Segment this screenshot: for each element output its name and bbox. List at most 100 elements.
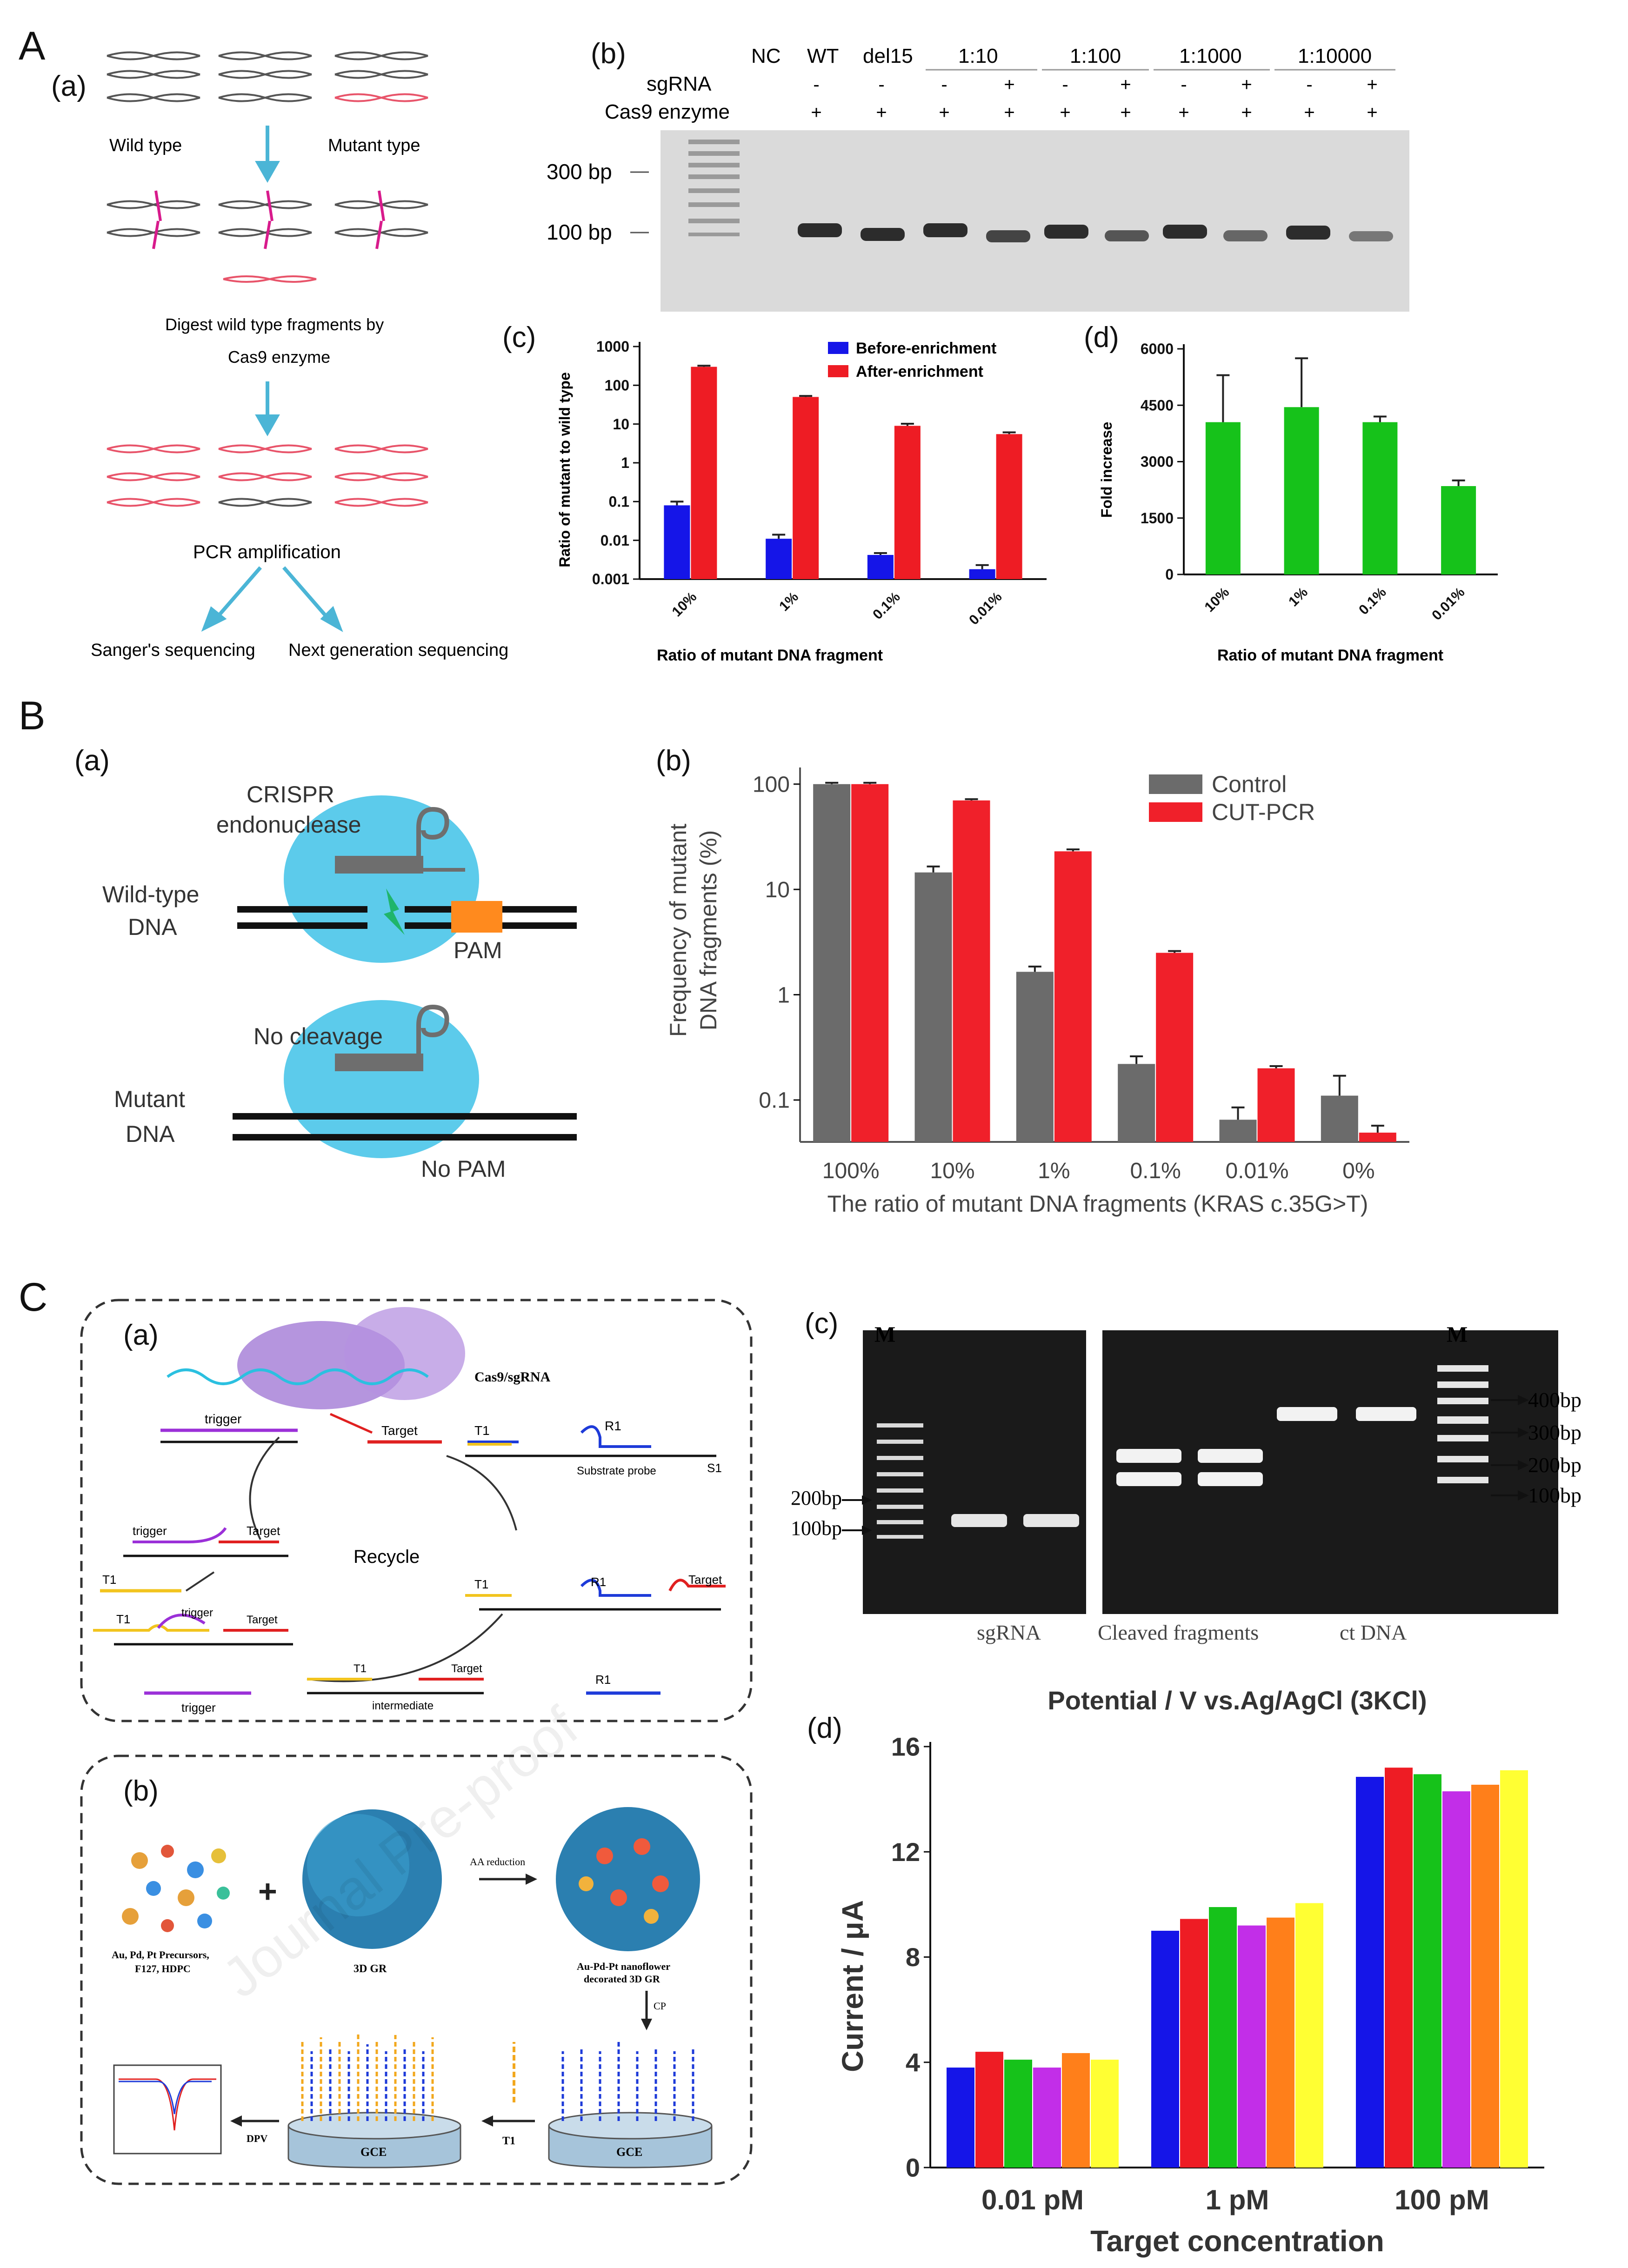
cas9-sign: +	[1120, 102, 1131, 123]
target-label: Target	[381, 1423, 418, 1438]
bar	[1284, 407, 1319, 574]
nanoflower-dots	[579, 1838, 669, 1924]
bar	[1500, 1770, 1528, 2168]
crispr-label-line1: CRISPR	[247, 781, 334, 807]
s1-label: S1	[707, 1461, 722, 1475]
bar	[1118, 1064, 1155, 1142]
gel-A-b: NC WT del15 1:10 1:100 1:1000 1:10000 sg…	[547, 45, 1409, 312]
left-ladder-bands	[877, 1423, 923, 1539]
cleaved-band-2a	[1198, 1449, 1263, 1463]
r1-label-right: R1	[591, 1575, 606, 1589]
bar	[1414, 1774, 1441, 2168]
target-label-intermediate: Target	[451, 1662, 482, 1675]
right-100bp-label: 100bp	[1528, 1483, 1581, 1507]
amplified-mutant-strands	[107, 444, 428, 507]
sgRNA-band-2	[1023, 1514, 1079, 1527]
dpv-mini-plot	[113, 2064, 222, 2155]
bar	[1321, 1095, 1358, 1142]
recycle-scheme: Cas9/sgRNA trigger Target T1 R1 Substrat…	[80, 1299, 753, 1722]
ctdna-band-1	[1277, 1407, 1337, 1421]
y-tick-label: 0.1	[759, 1088, 790, 1113]
trigger-top: trigger	[160, 1412, 298, 1443]
mutant-dna-strand	[334, 93, 428, 102]
left-marker-arrows	[842, 1495, 872, 1535]
sgRNA-complex-bottom	[335, 1004, 449, 1071]
cas9-sign: +	[876, 102, 887, 123]
ctdna-band-2	[1356, 1407, 1416, 1421]
y-tick-label: 10	[765, 878, 790, 902]
cleaved-band-1a	[1116, 1449, 1181, 1463]
x-tick-label: 1 pM	[1206, 2184, 1269, 2215]
cleaved-lane-label: Cleaved fragments	[1098, 1621, 1259, 1644]
bar	[766, 539, 792, 579]
sgRNA-row-label: sgRNA	[647, 73, 712, 95]
chart-B-b: Frequency of mutant DNA fragments (%) Th…	[665, 767, 1409, 1217]
y-tick-label: 6000	[1141, 340, 1174, 357]
aa-reduction-label: AA reduction	[470, 1856, 525, 1868]
A-c-legend: Before-enrichment After-enrichment	[828, 340, 996, 380]
B-b-y-axis-label-line1: Frequency of mutant	[665, 824, 691, 1037]
bar	[1156, 953, 1194, 1142]
complex-mid-left: T1 trigger Target	[93, 1607, 293, 1646]
bar	[953, 800, 990, 1142]
chart-A-c: Ratio of mutant to wild type Ratio of mu…	[556, 338, 1047, 664]
x-tick-label: 100%	[822, 1159, 880, 1183]
y-tick-label: 1	[777, 983, 790, 1007]
precursor-particles	[122, 1845, 230, 1932]
bar	[1180, 1919, 1208, 2168]
bar	[914, 872, 952, 1142]
panel-C-a-label: (a)	[123, 1319, 159, 1351]
gel-C-c: M M 200bp 100bp 400bp 300bp 200bp 100bp …	[791, 1322, 1581, 1644]
dpv-label: DPV	[247, 2133, 267, 2144]
no-pam-label: No PAM	[421, 1156, 506, 1182]
lane-label-wt: WT	[807, 45, 839, 67]
left-200bp-label: 200bp	[791, 1487, 842, 1509]
x-tick-label: 100 pM	[1394, 2184, 1489, 2215]
right-ladder-bands	[1437, 1365, 1488, 1483]
precursors-label-line1: Au, Pd, Pt Precursors,	[112, 1949, 209, 1961]
t1-label-electrode: T1	[502, 2135, 515, 2147]
y-tick-label: 0	[906, 2153, 920, 2182]
right-400bp-label: 400bp	[1528, 1388, 1581, 1412]
mutant-type-label: Mutant type	[328, 136, 420, 155]
gce-label-left: GCE	[360, 2145, 387, 2159]
sgRNA-complex-top	[335, 807, 465, 874]
right-marker-arrows	[1491, 1394, 1529, 1501]
sgRNA-sign: -	[813, 74, 819, 95]
A-c-x-axis-label: Ratio of mutant DNA fragment	[657, 647, 883, 664]
bar	[1004, 2060, 1032, 2168]
chart-A-d: Fold increase Ratio of mutant DNA fragme…	[1098, 340, 1498, 664]
target-label-right: Target	[688, 1573, 722, 1587]
scheme-a-border	[80, 1299, 753, 1722]
precursors-label-line2: F127, HDPC	[135, 1963, 191, 1974]
down-arrow-1	[255, 126, 280, 183]
sgRNA-sign: -	[1306, 74, 1312, 95]
y-tick-label: 0.1	[609, 494, 629, 510]
mutant-dna-lines	[233, 1113, 577, 1141]
cas9-sign: +	[1367, 102, 1377, 123]
cas9-signs: + + + + + + + + + +	[811, 102, 1377, 123]
legend-after-label: After-enrichment	[856, 363, 983, 380]
panel-label-A: A	[19, 24, 46, 68]
intermediate-label: intermediate	[372, 1700, 434, 1712]
no-cleavage-label: No cleavage	[254, 1023, 383, 1049]
legend-swatch-control	[1149, 774, 1202, 794]
bar	[996, 434, 1022, 579]
right-marker-m: M	[1447, 1322, 1468, 1347]
lane-label-1-1000: 1:1000	[1179, 45, 1242, 67]
C-d-y-axis-label: Current / μA	[836, 1900, 869, 2072]
bar	[1385, 1768, 1413, 2168]
x-tick-label: 0.01%	[1225, 1159, 1288, 1183]
cas9-dna-helix	[167, 1368, 429, 1385]
ngs-label: Next generation sequencing	[288, 640, 508, 660]
A-d-y-axis-label: Fold increase	[1098, 422, 1115, 518]
sgRNA-sign: -	[1181, 74, 1187, 95]
bar	[1471, 1785, 1499, 2168]
bar	[1209, 1907, 1237, 2168]
cas9-sign: +	[1004, 102, 1014, 123]
bar	[813, 784, 851, 1142]
cas9-sign: +	[1060, 102, 1070, 123]
recycle-label: Recycle	[354, 1547, 420, 1567]
trigger-label-left: trigger	[133, 1524, 167, 1538]
